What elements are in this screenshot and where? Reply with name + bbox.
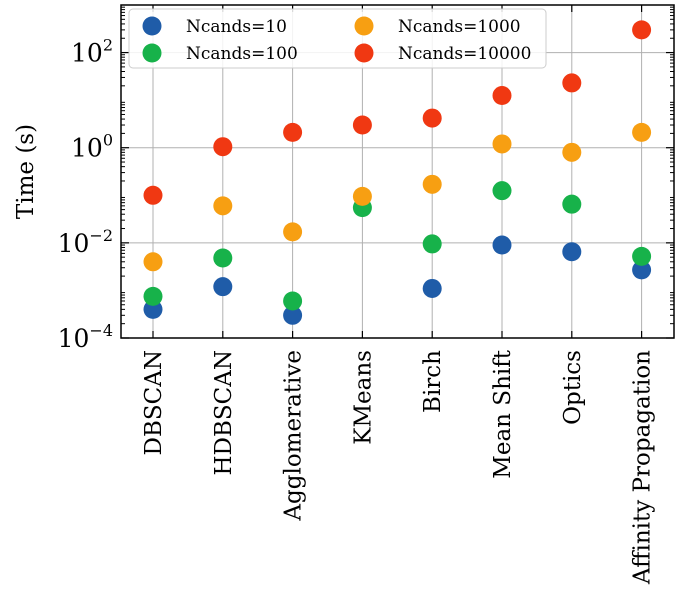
x-tick-label: KMeans [350,350,376,445]
data-point [213,196,233,216]
data-point [283,222,303,242]
legend-marker [142,43,162,63]
x-tick-label: Birch [420,350,446,413]
data-point [143,286,163,306]
data-point [422,174,442,194]
data-point [492,86,512,106]
data-point [632,246,652,266]
data-point [143,299,163,319]
plot-area-frame [120,4,675,339]
legend-label: Ncands=10000 [398,44,531,64]
legend-marker [354,16,374,36]
data-point [422,234,442,254]
data-point [422,278,442,298]
data-point [422,108,442,128]
data-point [632,20,652,40]
y-axis-label: Time (s) [13,124,39,219]
legend-box [128,8,547,69]
series-ncands-10 [143,235,652,325]
data-point [562,142,582,162]
data-point [352,186,372,206]
x-tick-label: HDBSCAN [211,350,237,476]
x-tick-label: Optics [560,350,586,425]
x-tick-label: Agglomerative [281,350,307,522]
data-point [492,134,512,154]
legend-marker [354,43,374,63]
data-point [632,260,652,280]
series-ncands-100 [143,181,652,311]
data-point [352,115,372,135]
data-point [562,242,582,262]
y-tick-label: 10−2 [58,226,113,258]
data-point [492,181,512,201]
legend-marker [142,16,162,36]
x-tick-label: Affinity Propagation [630,350,656,585]
data-point [213,137,233,157]
data-point [283,291,303,311]
y-tick-label: 100 [71,131,113,163]
data-point [562,194,582,214]
data-point [283,122,303,142]
points-layer [143,20,652,325]
ticks-layer: DBSCAN HDBSCAN Agglomerative KMeans Birch Mea… [58,5,674,585]
legend-label: Ncands=100 [186,44,298,64]
x-tick-label: DBSCAN [141,350,167,455]
data-point [213,277,233,297]
series-ncands-1000 [143,122,652,272]
x-tick-label: Mean Shift [490,349,516,478]
data-point [213,248,233,268]
legend-label: Ncands=10 [186,17,287,37]
data-point [283,305,303,325]
data-point [143,252,163,272]
y-tick-label: 10−4 [58,321,113,353]
data-point [143,185,163,205]
y-tick-label: 102 [71,36,113,68]
data-point [562,73,582,93]
legend: Ncands=10 Ncands=100 Ncands=1000 Ncands=100… [128,8,547,69]
data-point [632,122,652,142]
series-ncands-10000 [143,20,652,205]
legend-label: Ncands=1000 [398,17,521,37]
data-point [492,235,512,255]
